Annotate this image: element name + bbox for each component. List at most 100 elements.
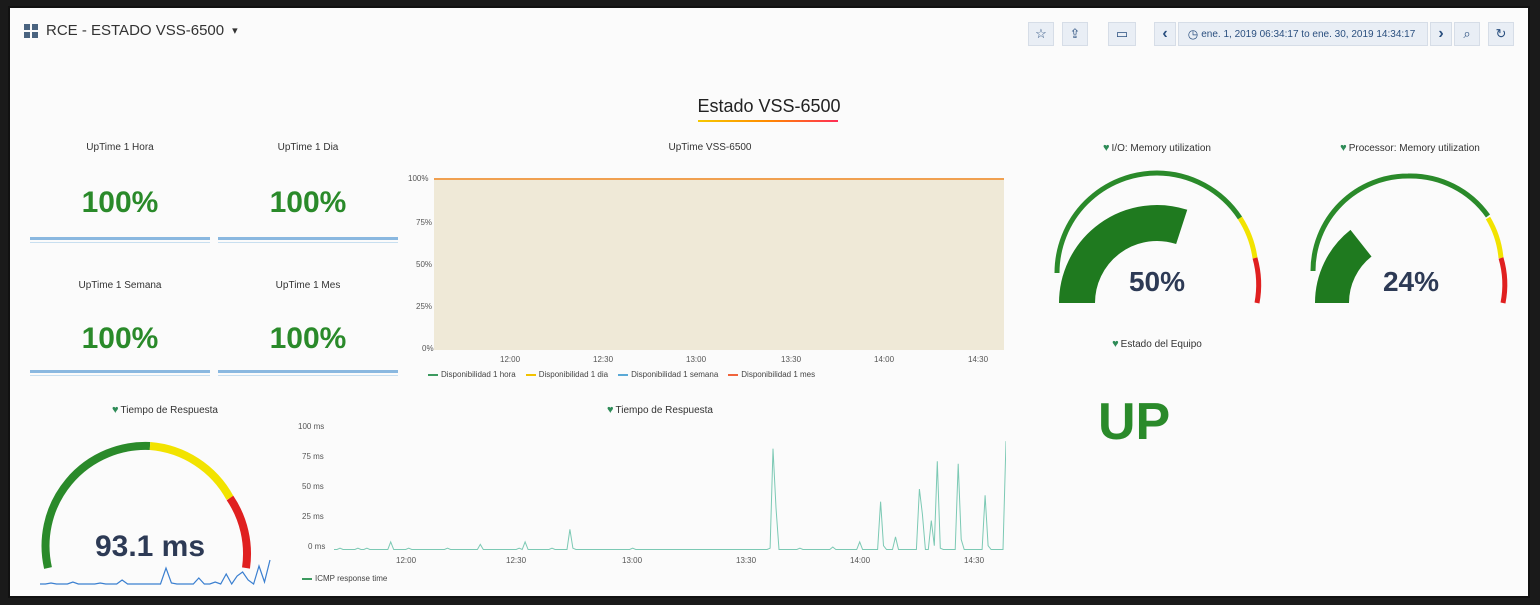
gauge-threshold-arc xyxy=(1310,173,1491,272)
uptime-x-tick: 12:30 xyxy=(593,355,614,364)
tv-mode-button[interactable]: ▭ xyxy=(1108,22,1136,46)
response-y-tick: 100 ms xyxy=(298,422,325,431)
uptime-x-tick: 13:30 xyxy=(781,355,802,364)
dashboard-grid-icon xyxy=(24,23,38,38)
stat-sparkline-base-semana xyxy=(30,375,210,376)
heart-icon: ♥ xyxy=(607,404,614,416)
response-y-tick: 75 ms xyxy=(302,452,324,461)
gauge-fill-arc xyxy=(1314,229,1373,304)
stat-title-dia: UpTime 1 Dia xyxy=(277,142,339,153)
zoom-icon: ⌕ xyxy=(1463,26,1471,41)
stat-title-semana: UpTime 1 Semana xyxy=(78,280,162,291)
stat-sparkline-base-mes xyxy=(218,375,398,376)
processor-memory-title-text: Processor: Memory utilization xyxy=(1348,143,1480,154)
response-x-tick: 13:30 xyxy=(736,556,757,565)
response-plot xyxy=(334,441,1006,551)
dashboard: RCE - ESTADO VSS-6500 ▾ ☆ ⇪ ▭ ‹ ◷ ene. 1… xyxy=(8,6,1530,598)
response-gauge-title: ♥ Tiempo de Respuesta xyxy=(30,404,300,416)
response-gauge xyxy=(40,441,271,586)
response-y-tick: 25 ms xyxy=(302,512,324,521)
processor-memory-gauge xyxy=(1310,173,1508,304)
chevron-right-icon: › xyxy=(1438,25,1444,42)
response-y-tick: 0 ms xyxy=(308,542,326,551)
section-title: Estado VSS-6500 xyxy=(697,96,841,116)
stat-value-hora: 100% xyxy=(81,186,159,219)
response-chart-title-text: Tiempo de Respuesta xyxy=(615,405,713,416)
gauge-arc-green xyxy=(41,441,151,569)
time-range-label: ene. 1, 2019 06:34:17 to ene. 30, 2019 1… xyxy=(1201,28,1416,40)
uptime-chart-title: UpTime VSS-6500 xyxy=(668,142,752,153)
top-navbar: RCE - ESTADO VSS-6500 ▾ ☆ ⇪ ▭ ‹ ◷ ene. 1… xyxy=(10,8,1528,56)
legend-label: Disponibilidad 1 hora xyxy=(441,370,516,379)
uptime-x-tick: 14:30 xyxy=(968,355,989,364)
gauge-fill-arc xyxy=(1059,205,1188,304)
refresh-button[interactable]: ↻ xyxy=(1488,22,1514,46)
stat-sparkline-mes xyxy=(218,370,398,373)
gauge-threshold-arc xyxy=(1054,170,1243,274)
clock-icon: ◷ xyxy=(1187,27,1199,41)
dashboard-picker[interactable]: RCE - ESTADO VSS-6500 ▾ xyxy=(24,22,238,39)
response-sparkline xyxy=(40,559,271,586)
response-x-tick: 14:00 xyxy=(850,556,871,565)
uptime-x-tick: 14:00 xyxy=(874,355,895,364)
io-memory-gauge xyxy=(1054,170,1262,304)
stat-sparkline-dia xyxy=(218,237,398,240)
stat-value-dia: 100% xyxy=(269,186,347,219)
monitor-icon: ▭ xyxy=(1115,26,1129,41)
time-back-button[interactable]: ‹ xyxy=(1154,22,1176,46)
gauge-threshold-yellow xyxy=(1237,216,1258,259)
heart-icon: ♥ xyxy=(1340,142,1347,154)
io-memory-title-text: I/O: Memory utilization xyxy=(1111,143,1211,154)
processor-memory-title: ♥ Processor: Memory utilization xyxy=(1300,142,1520,154)
legend-item[interactable]: Disponibilidad 1 semana xyxy=(618,370,718,379)
zoom-out-button[interactable]: ⌕ xyxy=(1454,22,1480,46)
time-forward-button[interactable]: › xyxy=(1430,22,1452,46)
response-y-tick: 50 ms xyxy=(302,482,324,491)
share-button[interactable]: ⇪ xyxy=(1062,22,1088,46)
uptime-chart: 100% 75% 50% 25% 0% 12:00 12:30 13:00 13… xyxy=(408,170,1008,380)
response-chart-title: ♥ Tiempo de Respuesta xyxy=(310,404,1010,416)
response-legend: ICMP response time xyxy=(302,574,387,583)
legend-item[interactable]: Disponibilidad 1 mes xyxy=(728,370,815,379)
legend-label: ICMP response time xyxy=(315,574,388,583)
gauge-arc-yellow xyxy=(149,442,234,500)
uptime-y-tick: 100% xyxy=(408,174,429,183)
stat-sparkline-base-dia xyxy=(218,242,398,243)
uptime-y-tick: 75% xyxy=(416,218,433,227)
stat-sparkline-hora xyxy=(30,237,210,240)
gauge-threshold-yellow xyxy=(1485,216,1504,259)
uptime-y-tick: 25% xyxy=(416,302,433,311)
share-icon: ⇪ xyxy=(1069,26,1081,41)
legend-item[interactable]: ICMP response time xyxy=(302,574,387,583)
response-gauge-value: 93.1 ms xyxy=(94,530,206,563)
gauge-threshold-red xyxy=(1498,257,1508,304)
response-x-tick: 13:00 xyxy=(622,556,643,565)
io-memory-title: ♥ I/O: Memory utilization xyxy=(1042,142,1272,154)
section-underline xyxy=(698,120,838,122)
legend-item[interactable]: Disponibilidad 1 dia xyxy=(525,370,609,379)
response-x-tick: 14:30 xyxy=(964,556,985,565)
uptime-plot-area xyxy=(434,178,1004,350)
stat-sparkline-base-hora xyxy=(30,242,210,243)
uptime-x-tick: 12:00 xyxy=(500,355,521,364)
legend-label: Disponibilidad 1 dia xyxy=(538,370,609,379)
stat-title-hora: UpTime 1 Hora xyxy=(86,142,154,153)
legend-label: Disponibilidad 1 mes xyxy=(741,370,816,379)
refresh-icon: ↻ xyxy=(1495,26,1507,41)
response-gauge-title-text: Tiempo de Respuesta xyxy=(120,405,218,416)
star-button[interactable]: ☆ xyxy=(1028,22,1054,46)
stat-value-mes: 100% xyxy=(269,322,347,355)
response-x-tick: 12:00 xyxy=(396,556,417,565)
gauge-threshold-red xyxy=(1252,257,1262,304)
response-chart: 100 ms 75 ms 50 ms 25 ms 0 ms 12:00 12:3… xyxy=(280,416,1010,591)
uptime-x-tick: 13:00 xyxy=(686,355,707,364)
heart-icon: ♥ xyxy=(1112,338,1119,350)
stat-sparkline-semana xyxy=(30,370,210,373)
status-value: UP xyxy=(1098,393,1171,451)
dashboard-title: RCE - ESTADO VSS-6500 xyxy=(46,22,225,39)
gauge-arc-red xyxy=(226,495,251,569)
legend-item[interactable]: Disponibilidad 1 hora xyxy=(428,370,516,379)
heart-icon: ♥ xyxy=(112,404,119,416)
stat-title-mes: UpTime 1 Mes xyxy=(275,280,341,291)
time-picker-button[interactable]: ◷ ene. 1, 2019 06:34:17 to ene. 30, 2019… xyxy=(1178,22,1428,46)
